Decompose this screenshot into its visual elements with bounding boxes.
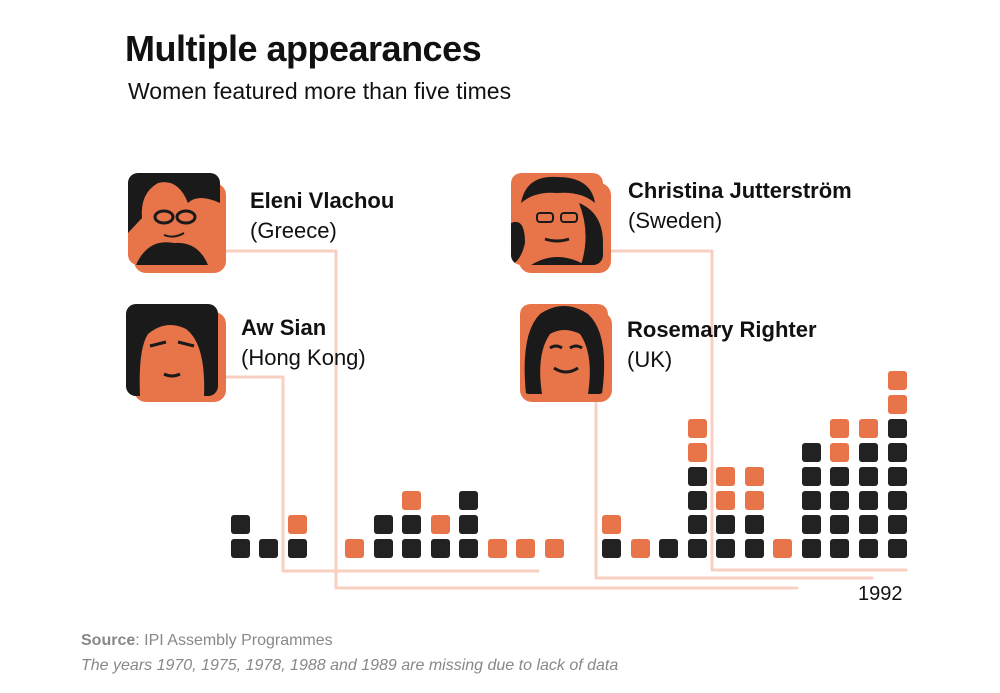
unit-square-other xyxy=(745,539,764,558)
connector-eleni xyxy=(224,249,799,590)
person-name-aw-sian: Aw Sian xyxy=(241,315,327,340)
unit-square-other xyxy=(688,539,707,558)
unit-square-featured xyxy=(688,443,707,462)
person-name-eleni-vlachou: Eleni Vlachou xyxy=(250,188,395,213)
unit-square-other xyxy=(459,491,478,510)
unit-square-other xyxy=(888,419,907,438)
unit-square-other xyxy=(888,539,907,558)
unit-square-other xyxy=(859,539,878,558)
unit-square-featured xyxy=(745,467,764,486)
source-text: : IPI Assembly Programmes xyxy=(135,632,333,649)
unit-square-featured xyxy=(288,515,307,534)
connector-christina xyxy=(609,249,908,572)
unit-square-featured xyxy=(773,539,792,558)
chart-title: Multiple appearances xyxy=(125,28,482,69)
unit-square-other xyxy=(688,515,707,534)
unit-square-other xyxy=(830,539,849,558)
unit-square-other xyxy=(859,515,878,534)
unit-square-featured xyxy=(830,419,849,438)
unit-square-featured xyxy=(888,395,907,414)
portrait-christina-jutterstrom xyxy=(511,173,611,273)
year-label-1992: 1992 xyxy=(858,583,903,605)
unit-square-other xyxy=(888,467,907,486)
unit-square-other xyxy=(859,443,878,462)
unit-square-featured xyxy=(488,539,507,558)
unit-square-other xyxy=(745,515,764,534)
unit-square-other xyxy=(830,515,849,534)
portrait-aw-sian xyxy=(126,304,226,402)
unit-square-featured xyxy=(545,539,564,558)
unit-square-featured xyxy=(345,539,364,558)
unit-square-other xyxy=(859,467,878,486)
unit-square-featured xyxy=(745,491,764,510)
photo-aw-sian xyxy=(126,304,218,396)
unit-square-other xyxy=(288,539,307,558)
unit-square-other xyxy=(888,443,907,462)
unit-square-other xyxy=(716,539,735,558)
unit-square-other xyxy=(459,515,478,534)
unit-square-other xyxy=(888,515,907,534)
unit-square-other xyxy=(802,515,821,534)
unit-square-other xyxy=(830,491,849,510)
unit-square-other xyxy=(859,491,878,510)
connector-aw-sian xyxy=(224,375,540,573)
unit-square-featured xyxy=(716,491,735,510)
unit-square-other xyxy=(602,539,621,558)
person-name-rosemary-righter: Rosemary Righter xyxy=(627,317,817,342)
unit-square-featured xyxy=(859,419,878,438)
unit-square-other xyxy=(402,539,421,558)
unit-square-other xyxy=(231,515,250,534)
missing-years-note: The years 1970, 1975, 1978, 1988 and 198… xyxy=(81,657,619,674)
unit-square-other xyxy=(688,491,707,510)
portrait-eleni-vlachou xyxy=(128,173,226,273)
unit-square-other xyxy=(402,515,421,534)
person-country-eleni-vlachou: (Greece) xyxy=(250,218,337,243)
photo-christina-jutterstrom xyxy=(511,173,603,265)
unit-square-other xyxy=(802,491,821,510)
unit-square-other xyxy=(374,539,393,558)
unit-square-featured xyxy=(688,419,707,438)
unit-square-featured xyxy=(431,515,450,534)
source-line: Source: IPI Assembly Programmes xyxy=(81,632,333,650)
unit-square-featured xyxy=(402,491,421,510)
person-name-christina-jutterstrom: Christina Jutterström xyxy=(628,178,852,203)
unit-square-featured xyxy=(602,515,621,534)
photo-rosemary-righter xyxy=(520,304,608,394)
source-label: Source xyxy=(81,632,136,649)
unit-square-other xyxy=(231,539,250,558)
unit-square-other xyxy=(830,467,849,486)
person-country-rosemary-righter: (UK) xyxy=(627,347,673,372)
unit-square-featured xyxy=(631,539,650,558)
photo-eleni-vlachou xyxy=(128,173,220,265)
unit-square-featured xyxy=(830,443,849,462)
unit-square-featured xyxy=(888,371,907,390)
unit-square-other xyxy=(259,539,278,558)
unit-square-other xyxy=(659,539,678,558)
unit-square-other xyxy=(431,539,450,558)
person-country-christina-jutterstrom: (Sweden) xyxy=(628,208,723,233)
unit-square-other xyxy=(374,515,393,534)
unit-square-other xyxy=(802,443,821,462)
unit-square-other xyxy=(459,539,478,558)
connector-rosemary xyxy=(594,401,874,580)
person-country-aw-sian: (Hong Kong) xyxy=(241,345,366,370)
chart-subtitle: Women featured more than five times xyxy=(128,78,512,104)
unit-square-other xyxy=(716,515,735,534)
unit-square-other xyxy=(802,539,821,558)
unit-square-featured xyxy=(516,539,535,558)
unit-square-other xyxy=(688,467,707,486)
unit-square-other xyxy=(802,467,821,486)
unit-square-featured xyxy=(716,467,735,486)
portrait-rosemary-righter xyxy=(520,304,612,402)
unit-square-other xyxy=(888,491,907,510)
